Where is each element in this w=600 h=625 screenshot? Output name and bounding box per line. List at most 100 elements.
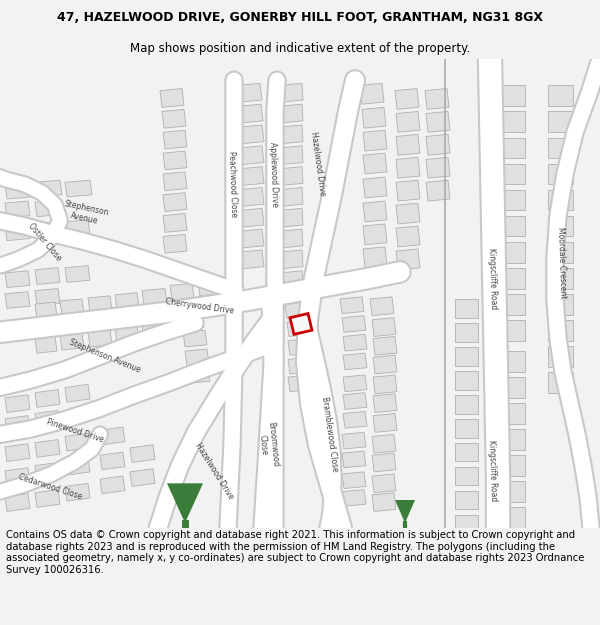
Polygon shape (548, 111, 573, 132)
Polygon shape (163, 151, 187, 170)
Polygon shape (240, 167, 264, 186)
Polygon shape (363, 247, 387, 268)
Polygon shape (280, 104, 303, 123)
Polygon shape (65, 458, 90, 475)
Polygon shape (455, 395, 478, 414)
Text: Ostler Close: Ostler Close (26, 221, 64, 262)
Polygon shape (426, 180, 450, 201)
Polygon shape (280, 188, 303, 206)
Text: Cedarwood Close: Cedarwood Close (17, 472, 83, 501)
Polygon shape (70, 405, 95, 423)
Polygon shape (142, 322, 166, 339)
Text: Cherrywood Drive: Cherrywood Drive (165, 297, 235, 316)
Polygon shape (426, 134, 450, 155)
Polygon shape (373, 355, 397, 374)
Polygon shape (167, 483, 203, 523)
Polygon shape (455, 419, 478, 437)
Polygon shape (100, 427, 125, 445)
Polygon shape (162, 109, 186, 128)
Polygon shape (65, 220, 90, 236)
Text: Pinewood Drive: Pinewood Drive (46, 418, 104, 445)
Polygon shape (372, 434, 396, 453)
Text: Applewood Drive: Applewood Drive (268, 141, 280, 207)
Polygon shape (500, 403, 525, 424)
Polygon shape (362, 107, 386, 128)
Polygon shape (5, 395, 30, 412)
Polygon shape (363, 130, 387, 151)
Polygon shape (548, 372, 573, 392)
Polygon shape (280, 229, 303, 248)
Polygon shape (35, 411, 60, 428)
Polygon shape (500, 294, 525, 314)
Polygon shape (60, 299, 84, 316)
Polygon shape (35, 268, 60, 284)
Polygon shape (372, 492, 396, 511)
Polygon shape (170, 283, 194, 300)
Polygon shape (238, 83, 262, 102)
Text: Map shows position and indicative extent of the property.: Map shows position and indicative extent… (130, 42, 470, 54)
Polygon shape (396, 226, 420, 247)
Polygon shape (65, 384, 90, 402)
Polygon shape (280, 167, 303, 186)
Polygon shape (342, 432, 366, 449)
Polygon shape (163, 130, 187, 149)
Text: Contains OS data © Crown copyright and database right 2021. This information is : Contains OS data © Crown copyright and d… (6, 530, 584, 575)
Polygon shape (548, 268, 573, 289)
Polygon shape (280, 271, 303, 289)
Polygon shape (35, 462, 60, 480)
Polygon shape (35, 302, 57, 319)
Polygon shape (280, 83, 303, 102)
Polygon shape (396, 180, 420, 201)
Polygon shape (500, 242, 525, 262)
Polygon shape (65, 180, 92, 197)
Polygon shape (373, 414, 397, 432)
Polygon shape (280, 208, 303, 227)
Polygon shape (500, 86, 525, 106)
Polygon shape (5, 271, 30, 288)
Polygon shape (396, 203, 420, 224)
Polygon shape (372, 453, 396, 472)
Polygon shape (5, 201, 30, 217)
Polygon shape (5, 182, 32, 199)
Polygon shape (373, 375, 397, 394)
Polygon shape (65, 433, 90, 451)
Polygon shape (5, 444, 30, 461)
Polygon shape (500, 481, 525, 502)
Polygon shape (240, 146, 264, 164)
Polygon shape (280, 125, 303, 144)
Polygon shape (163, 192, 187, 211)
Polygon shape (342, 472, 366, 489)
Polygon shape (88, 296, 112, 312)
Text: 47, HAZELWOOD DRIVE, GONERBY HILL FOOT, GRANTHAM, NG31 8GX: 47, HAZELWOOD DRIVE, GONERBY HILL FOOT, … (57, 11, 543, 24)
Polygon shape (548, 86, 573, 106)
Text: Stephenson
Avenue: Stephenson Avenue (61, 199, 109, 228)
Polygon shape (185, 349, 209, 366)
Polygon shape (65, 266, 90, 282)
Polygon shape (186, 367, 210, 383)
Polygon shape (500, 164, 525, 184)
Polygon shape (35, 439, 60, 458)
Polygon shape (35, 336, 57, 353)
Polygon shape (35, 200, 60, 217)
Polygon shape (396, 111, 420, 132)
Text: Moordale Crescent: Moordale Crescent (556, 226, 568, 299)
Polygon shape (455, 299, 478, 318)
Polygon shape (363, 153, 387, 174)
Polygon shape (163, 234, 187, 253)
Polygon shape (280, 250, 303, 269)
Polygon shape (240, 125, 264, 144)
Polygon shape (115, 326, 139, 342)
Polygon shape (548, 242, 573, 262)
Polygon shape (343, 392, 367, 409)
Polygon shape (163, 214, 187, 232)
Polygon shape (363, 201, 387, 222)
Polygon shape (426, 158, 450, 178)
Polygon shape (343, 411, 367, 428)
Polygon shape (395, 89, 419, 109)
Polygon shape (500, 377, 525, 398)
Text: Stephenson Avenue: Stephenson Avenue (68, 338, 142, 374)
Text: Kingscliffe Road: Kingscliffe Road (487, 248, 499, 309)
Polygon shape (500, 268, 525, 289)
Polygon shape (5, 416, 30, 433)
Polygon shape (115, 292, 139, 309)
